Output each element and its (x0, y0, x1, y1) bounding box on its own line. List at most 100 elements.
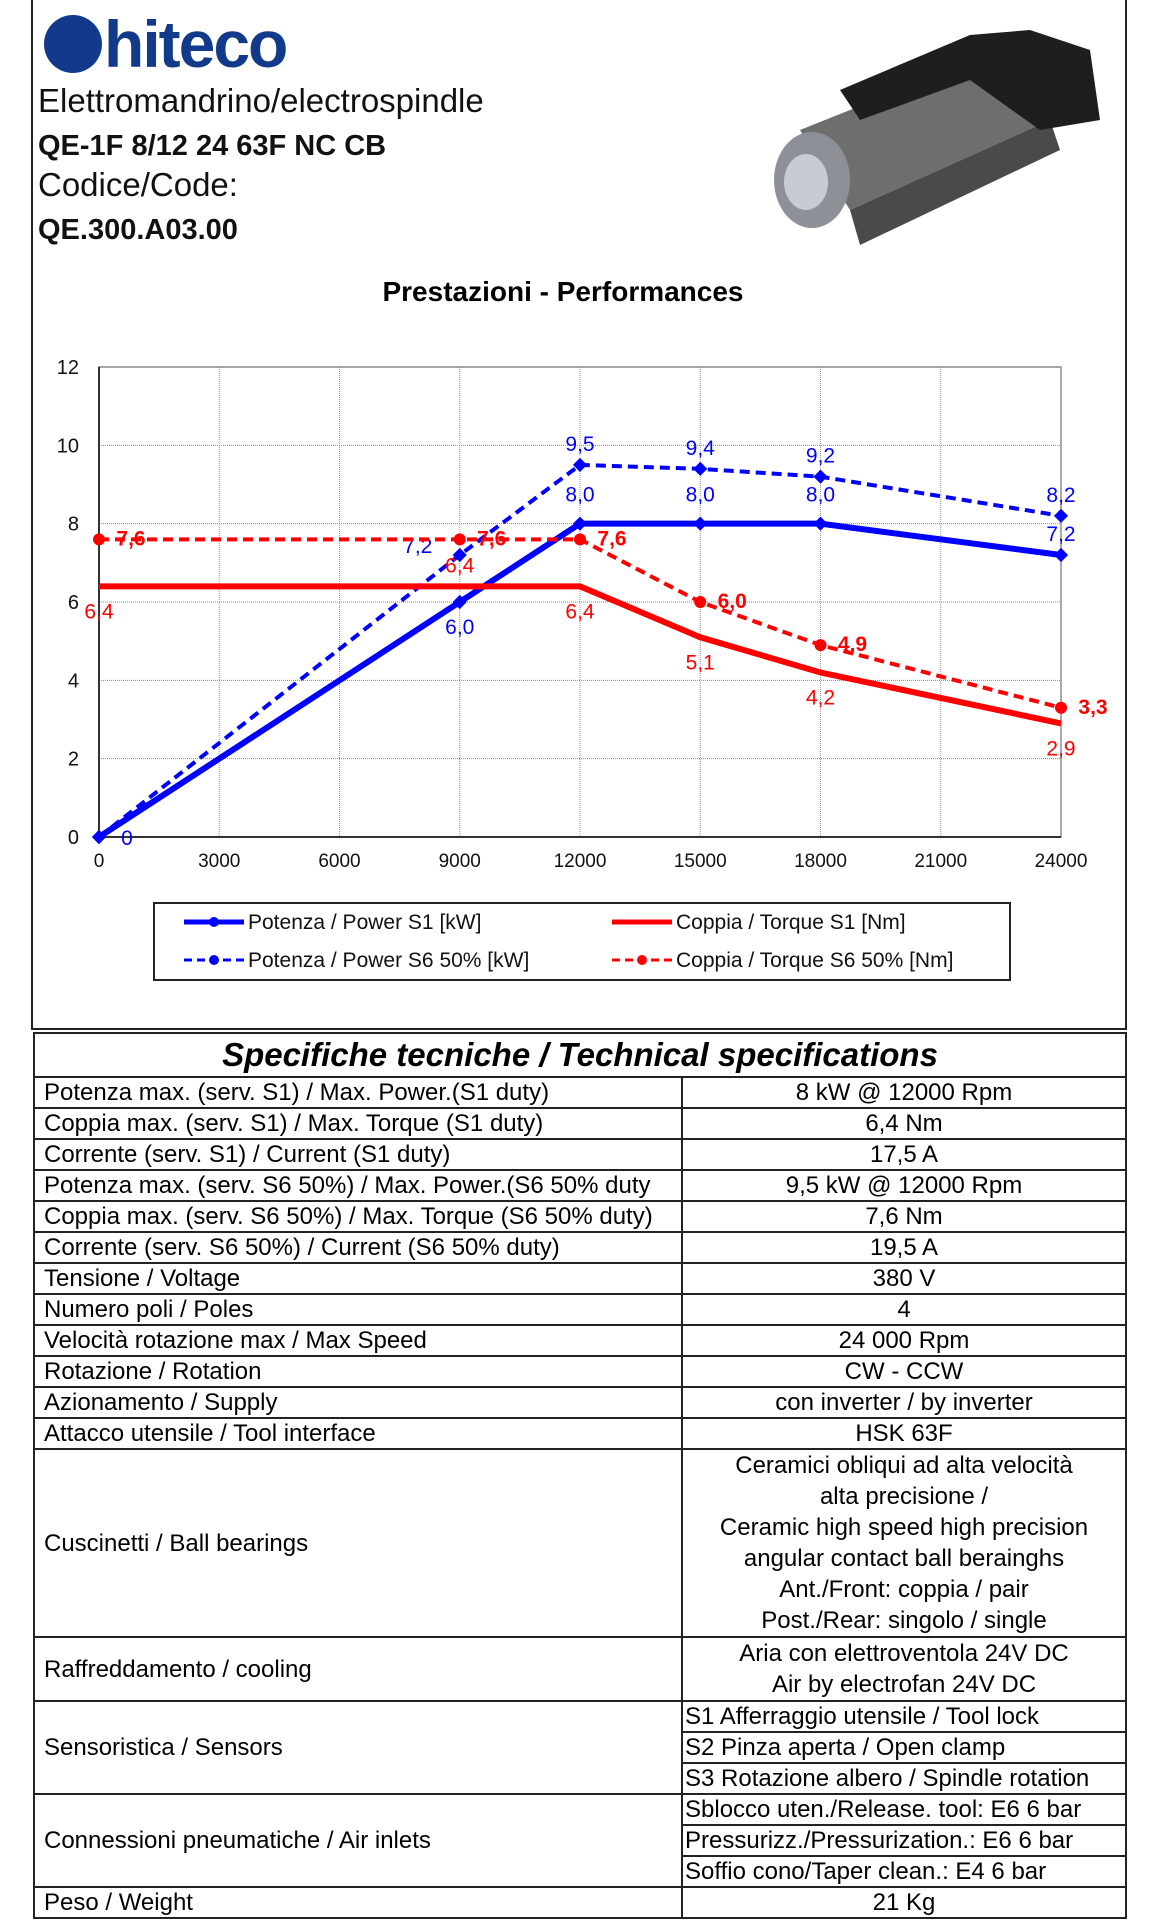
data-label: 6,4 (445, 554, 475, 577)
spec-value: Soffio cono/Taper clean.: E4 6 bar (681, 1855, 1127, 1888)
x-tick-label: 0 (94, 851, 105, 872)
x-tick-label: 18000 (794, 851, 847, 872)
spec-value: 6,4 Nm (681, 1107, 1127, 1140)
series-line-0 (97, 520, 1062, 840)
value-line: Post./Rear: singolo / single (761, 1607, 1047, 1634)
legend-marker (637, 955, 647, 965)
spec-row-cooling: Raffreddamento / cooling Aria con elettro… (33, 1636, 1127, 1702)
spec-label: Coppia max. (serv. S6 50%) / Max. Torque… (33, 1200, 683, 1233)
spec-value: HSK 63F (681, 1417, 1127, 1450)
y-tick-label: 6 (68, 592, 79, 614)
legend-label: Potenza / Power S6 50% [kW] (248, 949, 529, 972)
data-point (694, 596, 707, 608)
value-line: alta precisione / (819, 1483, 989, 1510)
data-label: 5,1 (686, 651, 715, 674)
spec-row-sensors: Sensoristica / Sensors S1 Afferraggio ute… (33, 1700, 1127, 1795)
spec-label: Potenza max. (serv. S1) / Max. Power.(S1… (33, 1076, 683, 1109)
legend-marker (209, 917, 219, 927)
value-line: Ant./Front: coppia / pair (779, 1576, 1029, 1603)
legend-marker (209, 955, 219, 965)
x-tick-label: 24000 (1035, 851, 1088, 872)
data-point (1053, 508, 1069, 523)
spec-value: Ceramici obliqui ad alta velocità alta pr… (681, 1448, 1127, 1638)
spec-row: Potenza max. (serv. S1) / Max. Power.(S1… (33, 1076, 1127, 1109)
legend-label: Potenza / Power S1 [kW] (248, 911, 481, 934)
spec-label: Cuscinetti / Ball bearings (33, 1448, 683, 1638)
x-tick-label: 6000 (318, 851, 360, 872)
spec-value: S1 Afferraggio utensile / Tool lock (681, 1700, 1127, 1733)
specs-title: Specifiche tecniche / Technical specific… (33, 1032, 1127, 1078)
spec-label: Sensoristica / Sensors (33, 1700, 683, 1795)
data-point (572, 457, 588, 472)
x-tick-label: 21000 (914, 851, 967, 872)
spec-value: Sblocco uten./Release. tool: E6 6 bar (681, 1793, 1127, 1826)
data-label: 2,9 (1046, 737, 1075, 760)
code-value: QE.300.A03.00 (38, 214, 238, 246)
series-line-1 (97, 462, 1062, 839)
brand-name: hiteco (104, 7, 288, 81)
spec-row-air: Connessioni pneumatiche / Air inlets Sblo… (33, 1793, 1127, 1888)
spec-value: 21 Kg (681, 1886, 1127, 1919)
spec-label: Peso / Weight (33, 1886, 683, 1919)
spec-label: Numero poli / Poles (33, 1293, 683, 1326)
logo-mark-icon (44, 15, 102, 73)
data-point (574, 533, 586, 546)
spec-value: 7,6 Nm (681, 1200, 1127, 1233)
data-point (1053, 547, 1069, 563)
data-label: 4,9 (838, 633, 867, 656)
spec-value: 380 V (681, 1262, 1127, 1295)
model-name: QE-1F 8/12 24 63F NC CB (38, 130, 387, 162)
legend-box (153, 902, 1011, 981)
x-tick-label: 3000 (198, 851, 240, 872)
spec-label: Attacco utensile / Tool interface (33, 1417, 683, 1450)
spec-value: CW - CCW (681, 1355, 1127, 1388)
spec-value: 17,5 A (681, 1138, 1127, 1171)
spec-row-weight: Peso / Weight 21 Kg (33, 1886, 1127, 1919)
data-label: 9,2 (806, 445, 835, 468)
data-point (452, 547, 467, 563)
spec-label: Raffreddamento / cooling (33, 1636, 683, 1702)
subtitle: Elettromandrino/electrospindle (38, 82, 484, 119)
data-label: 8,2 (1046, 484, 1075, 507)
data-point (813, 516, 828, 531)
data-label: 7,6 (116, 527, 145, 550)
spec-value: Pressurizz./Pressurization.: E6 6 bar (681, 1824, 1127, 1857)
spec-row: Potenza max. (serv. S6 50%) / Max. Power… (33, 1169, 1127, 1202)
spec-row: Tensione / Voltage 380 V (33, 1262, 1127, 1295)
spec-row-sensors: S3 Rotazione albero / Spindle rotation (34, 1762, 1127, 1795)
legend-label: Coppia / Torque S1 [Nm] (676, 911, 906, 934)
spec-label: Corrente (serv. S6 50%) / Current (S6 50… (33, 1231, 683, 1264)
brand-logo: hiteco (44, 6, 288, 82)
y-tick-label: 8 (68, 514, 79, 536)
spec-label: Coppia max. (serv. S1) / Max. Torque (S1… (33, 1107, 683, 1140)
data-point (91, 829, 107, 845)
spec-label: Velocità rotazione max / Max Speed (33, 1324, 683, 1357)
spec-row: Velocità rotazione max / Max Speed 24 000… (33, 1324, 1127, 1357)
data-label: 0 (121, 827, 133, 850)
y-tick-label: 2 (68, 749, 79, 771)
data-label: 6,4 (84, 600, 114, 623)
data-label: 9,5 (565, 433, 594, 456)
spec-row: Azionamento / Supply con inverter / by in… (33, 1386, 1127, 1419)
spec-row: Corrente (serv. S1) / Current (S1 duty) 1… (33, 1138, 1127, 1171)
spec-value: 8 kW @ 12000 Rpm (681, 1076, 1127, 1109)
x-tick-label: 9000 (439, 851, 481, 872)
series-line-2 (99, 583, 1062, 727)
chart-title: Prestazioni - Performances (382, 276, 744, 307)
data-label: 7,6 (597, 527, 626, 550)
code-label: Codice/Code: (38, 166, 238, 203)
legend-label: Coppia / Torque S6 50% [Nm] (676, 949, 953, 972)
spec-label: Connessioni pneumatiche / Air inlets (33, 1793, 683, 1888)
spec-value: S2 Pinza aperta / Open clamp (681, 1731, 1127, 1764)
data-point (814, 639, 827, 652)
spec-row: Corrente (serv. S6 50%) / Current (S6 50… (33, 1231, 1127, 1264)
value-line: Ceramici obliqui ad alta velocità (735, 1452, 1073, 1479)
spindle-image (774, 30, 1100, 245)
spec-row: Numero poli / Poles 4 (33, 1293, 1127, 1326)
data-point (93, 533, 105, 546)
series-line-3 (99, 537, 1062, 710)
spec-value: Aria con elettroventola 24V DC Air by ele… (681, 1636, 1127, 1702)
data-label: 9,4 (686, 437, 716, 460)
data-point (693, 516, 708, 531)
y-tick-label: 10 (57, 435, 79, 457)
